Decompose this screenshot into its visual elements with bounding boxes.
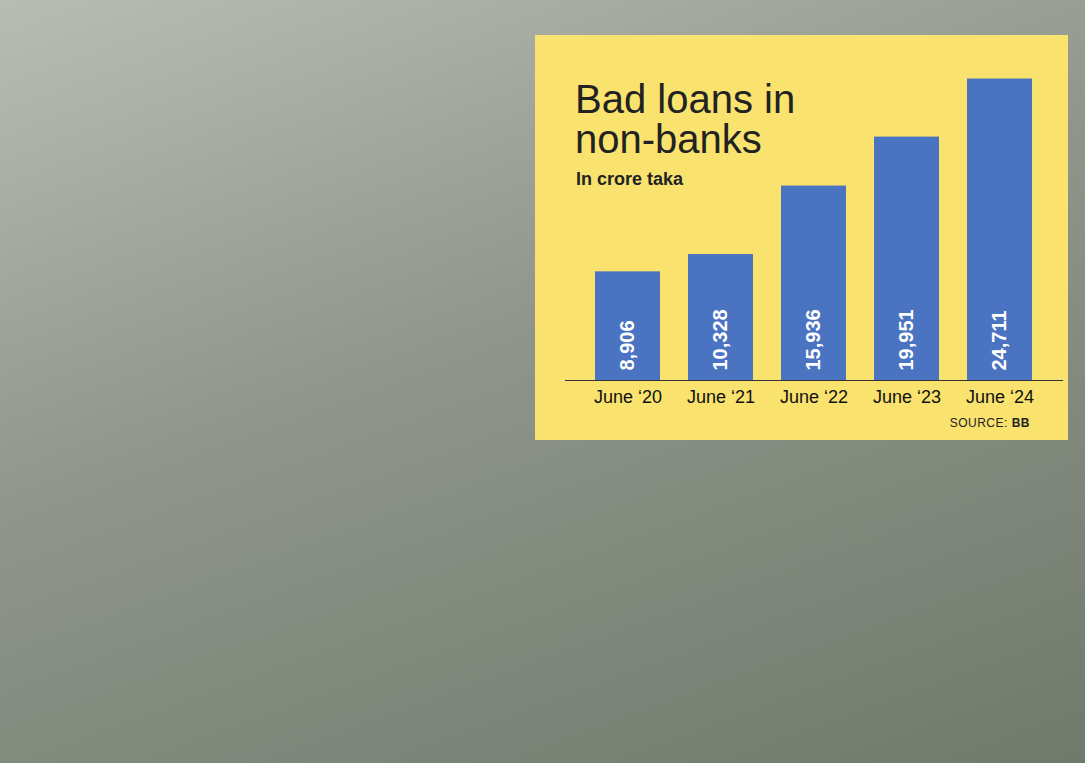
svg-text:15,936: 15,936	[802, 309, 824, 370]
svg-text:19,951: 19,951	[895, 309, 917, 370]
html-text:SOURCE: BB: SOURCE: BB	[949, 416, 1030, 430]
svg-text:10,328: 10,328	[709, 309, 731, 370]
svg-text:June ‘23: June ‘23	[873, 387, 941, 407]
svg-text:June ‘24: June ‘24	[966, 387, 1034, 407]
html-text:In crore taka: In crore taka	[576, 169, 684, 189]
svg-text:June ‘21: June ‘21	[687, 387, 755, 407]
svg-text:8,906: 8,906	[616, 320, 638, 370]
html-text:Bad loans in non-banks: Bad loans in non-banks	[575, 77, 796, 161]
svg-text:June ‘22: June ‘22	[780, 387, 848, 407]
svg-text:June ‘20: June ‘20	[594, 387, 662, 407]
svg-text:24,711: 24,711	[988, 310, 1010, 370]
